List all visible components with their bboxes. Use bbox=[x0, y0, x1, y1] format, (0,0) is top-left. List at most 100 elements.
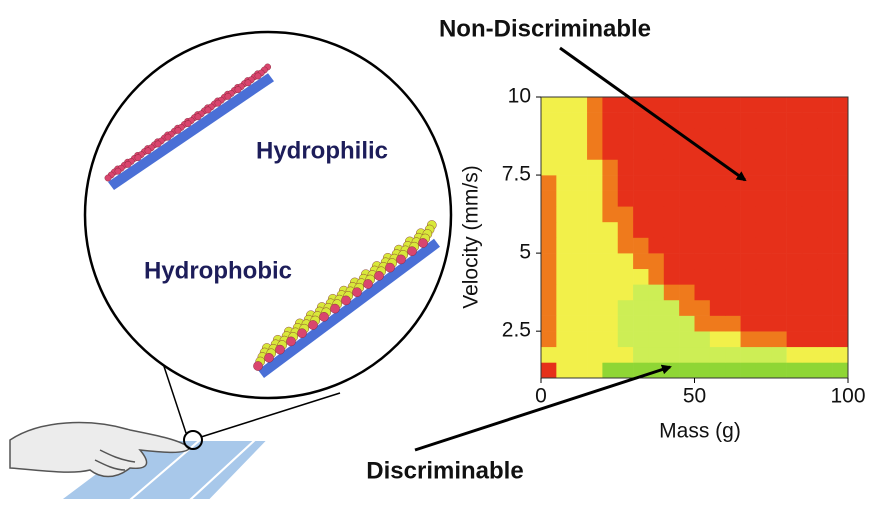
heat-cell bbox=[541, 238, 557, 254]
heat-cell bbox=[771, 175, 787, 191]
heat-cell bbox=[587, 362, 603, 378]
heat-cell bbox=[541, 284, 557, 300]
heat-cell bbox=[648, 284, 664, 300]
heat-cell bbox=[572, 300, 588, 316]
heat-cell bbox=[787, 113, 803, 129]
heat-cell bbox=[541, 144, 557, 160]
heat-cell bbox=[833, 144, 849, 160]
heat-cell bbox=[633, 316, 649, 332]
heat-cell bbox=[587, 159, 603, 175]
heat-cell bbox=[833, 222, 849, 238]
heat-cell bbox=[802, 206, 818, 222]
pillar bbox=[135, 154, 141, 160]
heat-cell bbox=[572, 159, 588, 175]
heat-cell bbox=[710, 316, 726, 332]
heat-cell bbox=[556, 206, 572, 222]
heat-cell bbox=[587, 238, 603, 254]
heat-cell bbox=[756, 284, 772, 300]
heat-cell bbox=[771, 97, 787, 113]
heat-cell bbox=[741, 97, 757, 113]
heat-cell bbox=[587, 222, 603, 238]
heat-cell bbox=[602, 253, 618, 269]
heat-cell bbox=[756, 159, 772, 175]
heat-cell bbox=[741, 362, 757, 378]
pillar bbox=[319, 312, 328, 321]
heat-cell bbox=[648, 238, 664, 254]
heat-cell bbox=[633, 175, 649, 191]
heat-cell bbox=[771, 128, 787, 144]
heat-cell bbox=[602, 206, 618, 222]
heat-cell bbox=[802, 331, 818, 347]
heat-cell bbox=[602, 347, 618, 363]
heat-cell bbox=[679, 300, 695, 316]
heat-cell bbox=[802, 222, 818, 238]
heat-cell bbox=[633, 144, 649, 160]
heat-cell bbox=[787, 144, 803, 160]
heat-cell bbox=[587, 175, 603, 191]
heat-cell bbox=[618, 269, 634, 285]
pillar bbox=[255, 73, 261, 79]
heat-cell bbox=[756, 253, 772, 269]
heat-cell bbox=[602, 284, 618, 300]
x-tick-label: 100 bbox=[830, 385, 865, 408]
heat-cell bbox=[695, 331, 711, 347]
heat-cell bbox=[572, 362, 588, 378]
heat-cell bbox=[648, 300, 664, 316]
heat-cell bbox=[833, 128, 849, 144]
heat-cell bbox=[741, 331, 757, 347]
heat-cell bbox=[725, 191, 741, 207]
heat-cell bbox=[602, 175, 618, 191]
heat-cell bbox=[587, 128, 603, 144]
heat-cell bbox=[572, 206, 588, 222]
heat-cell bbox=[648, 331, 664, 347]
heat-cell bbox=[664, 316, 680, 332]
pillar bbox=[245, 80, 251, 86]
heat-cell bbox=[679, 191, 695, 207]
heat-cell bbox=[741, 316, 757, 332]
heat-cell bbox=[710, 128, 726, 144]
heat-cell bbox=[648, 316, 664, 332]
heat-cell bbox=[618, 347, 634, 363]
heat-cell bbox=[771, 159, 787, 175]
heat-cell bbox=[618, 144, 634, 160]
heat-cell bbox=[817, 238, 833, 254]
pillar bbox=[297, 329, 306, 338]
heat-cell bbox=[756, 269, 772, 285]
heat-cell bbox=[802, 269, 818, 285]
heat-cell bbox=[679, 113, 695, 129]
heat-cell bbox=[802, 300, 818, 316]
heat-cell bbox=[725, 238, 741, 254]
heat-cell bbox=[664, 159, 680, 175]
heat-cell bbox=[817, 362, 833, 378]
heat-cell bbox=[695, 362, 711, 378]
heat-cell bbox=[664, 284, 680, 300]
heat-cell bbox=[710, 331, 726, 347]
heat-cell bbox=[541, 253, 557, 269]
heat-cell bbox=[541, 347, 557, 363]
heat-cell bbox=[817, 300, 833, 316]
heat-cell bbox=[556, 284, 572, 300]
heat-cell bbox=[787, 284, 803, 300]
heat-cell bbox=[817, 113, 833, 129]
heat-cell bbox=[541, 113, 557, 129]
zoom-line bbox=[201, 393, 340, 437]
heat-cell bbox=[756, 175, 772, 191]
heat-cell bbox=[833, 300, 849, 316]
pillar bbox=[396, 255, 405, 264]
heat-cell bbox=[787, 269, 803, 285]
hydrophobic-label: Hydrophobic bbox=[144, 257, 292, 284]
heat-cell bbox=[817, 144, 833, 160]
heat-cell bbox=[710, 175, 726, 191]
pillar bbox=[235, 86, 241, 92]
heat-cell bbox=[710, 347, 726, 363]
heat-cell bbox=[787, 97, 803, 113]
heat-cell bbox=[618, 175, 634, 191]
heat-cell bbox=[771, 222, 787, 238]
heat-cell bbox=[756, 316, 772, 332]
heat-cell bbox=[633, 269, 649, 285]
heat-cell bbox=[602, 159, 618, 175]
heat-cell bbox=[587, 300, 603, 316]
heat-cell bbox=[817, 97, 833, 113]
heat-cell bbox=[710, 113, 726, 129]
pillar bbox=[374, 271, 383, 280]
